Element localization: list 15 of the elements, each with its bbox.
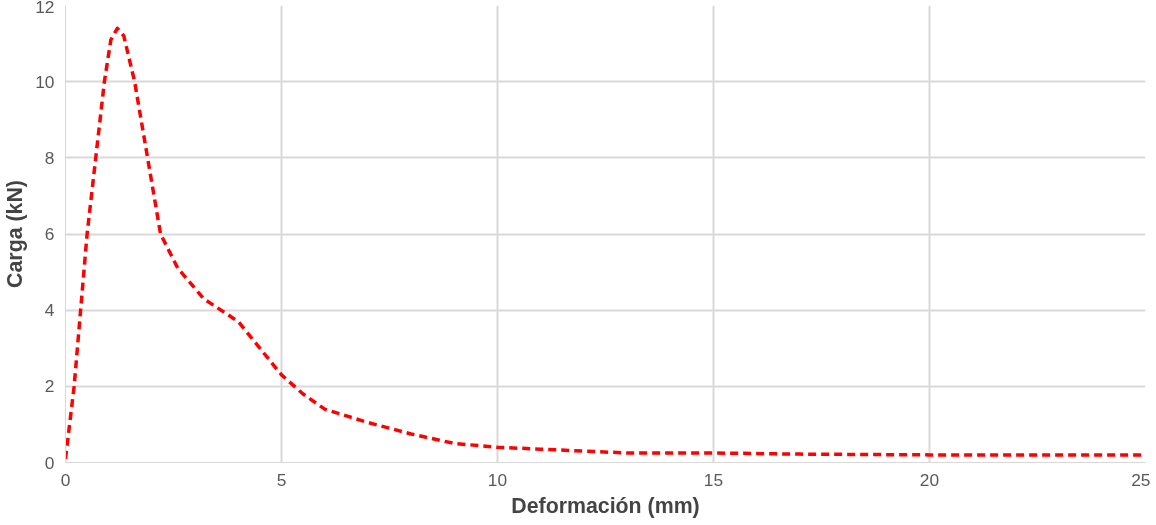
y-tick-label: 8: [44, 147, 55, 168]
x-tick-label: 15: [703, 469, 724, 490]
y-tick-label: 0: [44, 452, 55, 473]
x-tick-label: 5: [276, 469, 287, 490]
x-tick-label: 10: [487, 469, 508, 490]
y-tick-label: 4: [44, 300, 55, 321]
y-axis-title: Carga (kN): [3, 180, 28, 288]
y-tick-label: 6: [44, 224, 55, 244]
x-tick-label: 25: [1131, 469, 1151, 490]
y-tick-label: 12: [35, 0, 55, 17]
x-axis-title: Deformación (mm): [511, 493, 700, 518]
x-tick-label: 20: [919, 469, 940, 490]
x-tick-label: 0: [60, 469, 71, 490]
y-tick-label: 10: [35, 71, 55, 92]
y-tick-label: 2: [44, 376, 55, 397]
